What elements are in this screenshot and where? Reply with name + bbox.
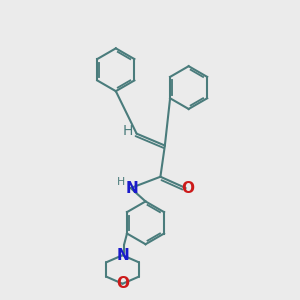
Text: O: O: [182, 181, 194, 196]
Text: H: H: [117, 177, 125, 188]
Text: N: N: [126, 181, 139, 196]
Text: N: N: [116, 248, 129, 263]
Text: H: H: [122, 124, 133, 138]
Text: O: O: [116, 276, 129, 291]
